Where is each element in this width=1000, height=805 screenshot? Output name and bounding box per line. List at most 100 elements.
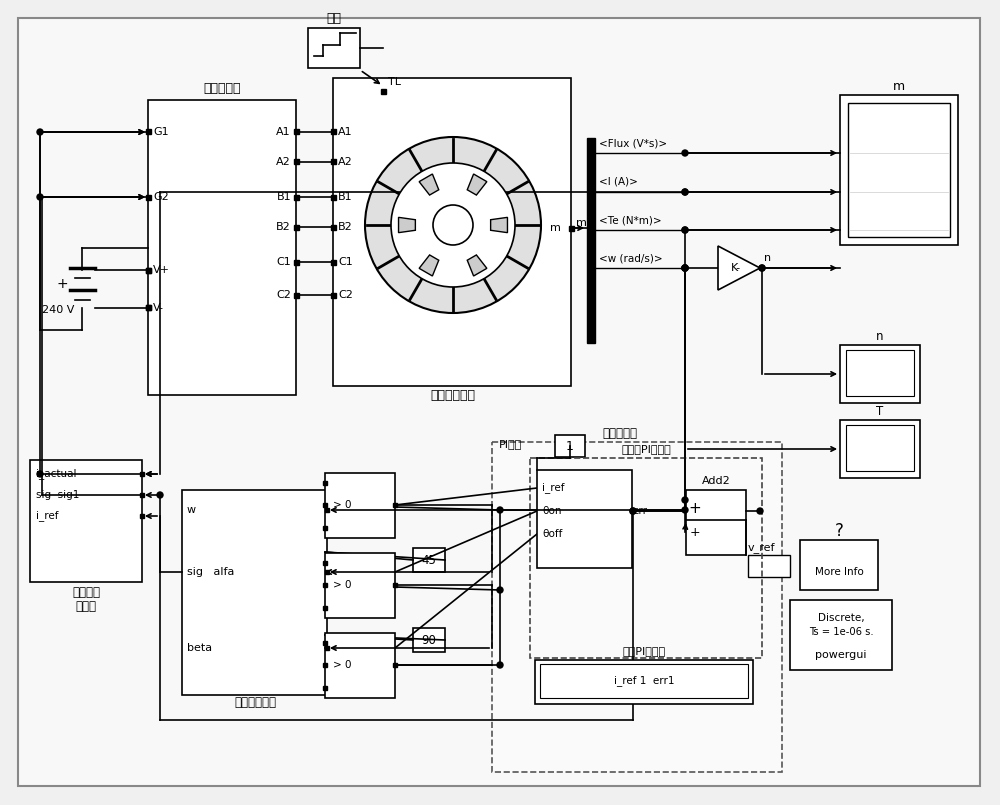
Circle shape <box>757 508 763 514</box>
Text: T: T <box>876 404 884 418</box>
Bar <box>413 628 445 652</box>
Text: 负载: 负载 <box>326 11 342 24</box>
Text: C1: C1 <box>276 257 291 267</box>
Bar <box>294 292 298 298</box>
Bar <box>148 100 296 395</box>
Circle shape <box>759 265 765 271</box>
Polygon shape <box>399 217 415 233</box>
Bar <box>848 103 950 237</box>
Bar <box>323 641 327 645</box>
Bar <box>537 470 632 568</box>
Circle shape <box>391 163 515 287</box>
Text: 45: 45 <box>422 554 436 567</box>
Bar <box>294 259 298 265</box>
Bar <box>146 267 150 273</box>
Bar <box>330 195 336 200</box>
Text: n: n <box>876 329 884 342</box>
Bar <box>325 553 395 618</box>
Text: C1: C1 <box>338 257 353 267</box>
Circle shape <box>365 137 541 313</box>
Bar <box>146 306 150 311</box>
Circle shape <box>682 189 688 195</box>
Text: Ts = 1e-06 s.: Ts = 1e-06 s. <box>809 627 873 637</box>
Bar <box>182 490 327 695</box>
Text: sig   alfa: sig alfa <box>187 567 234 577</box>
Bar <box>323 606 327 610</box>
Polygon shape <box>467 255 487 276</box>
Text: n: n <box>764 253 771 263</box>
Bar <box>294 130 298 134</box>
Text: 变角度PI控制器: 变角度PI控制器 <box>621 444 671 454</box>
Circle shape <box>497 662 503 668</box>
Bar <box>840 345 920 403</box>
Circle shape <box>630 508 636 514</box>
Bar <box>308 28 360 68</box>
Text: V+: V+ <box>153 265 170 275</box>
Text: > 0: > 0 <box>333 500 352 510</box>
Bar <box>530 458 762 658</box>
Bar <box>535 660 753 704</box>
Bar <box>800 540 878 590</box>
Bar <box>492 442 782 772</box>
Bar <box>294 159 298 164</box>
Polygon shape <box>718 246 760 290</box>
Bar <box>393 503 397 507</box>
Text: C2: C2 <box>338 290 353 300</box>
Bar <box>840 95 958 245</box>
Text: 90: 90 <box>422 634 436 646</box>
Text: More Info: More Info <box>815 567 863 577</box>
Bar <box>146 306 150 311</box>
Bar <box>325 570 329 574</box>
Bar <box>330 130 336 134</box>
Text: A1: A1 <box>338 127 353 137</box>
Text: i_ref: i_ref <box>542 482 564 493</box>
Bar <box>330 159 336 164</box>
Circle shape <box>157 492 163 498</box>
Text: G2: G2 <box>153 192 169 202</box>
Text: <Te (N*m)>: <Te (N*m)> <box>599 215 662 225</box>
Bar <box>323 686 327 690</box>
Circle shape <box>682 189 688 195</box>
Text: m: m <box>576 218 587 228</box>
Circle shape <box>682 497 688 503</box>
Bar <box>393 663 397 667</box>
Text: <w (rad/s)>: <w (rad/s)> <box>599 253 663 263</box>
Bar <box>146 195 150 200</box>
Bar <box>686 490 746 555</box>
Bar <box>330 292 336 298</box>
Bar <box>393 583 397 587</box>
Bar <box>30 460 142 582</box>
Text: powergui: powergui <box>815 650 867 660</box>
Circle shape <box>682 265 688 271</box>
Text: v_ref: v_ref <box>748 543 776 554</box>
Circle shape <box>37 129 43 135</box>
Bar <box>380 89 386 94</box>
Text: beta: beta <box>187 643 212 653</box>
Text: +: + <box>690 526 700 539</box>
Bar <box>840 420 920 478</box>
Bar <box>587 138 595 343</box>
Text: ?: ? <box>835 522 843 540</box>
Circle shape <box>37 471 43 477</box>
Bar <box>146 267 150 273</box>
Polygon shape <box>419 174 439 195</box>
Circle shape <box>759 265 765 271</box>
Text: +: + <box>56 277 68 291</box>
Text: A2: A2 <box>276 157 291 167</box>
Text: > 0: > 0 <box>333 580 352 590</box>
Bar <box>140 472 144 476</box>
Circle shape <box>497 507 503 513</box>
Bar <box>294 195 298 200</box>
Text: B1: B1 <box>276 192 291 202</box>
Text: K-: K- <box>731 263 741 273</box>
Text: <I (A)>: <I (A)> <box>599 177 638 187</box>
Text: w: w <box>187 505 196 515</box>
Bar <box>323 583 327 587</box>
Bar <box>540 664 748 698</box>
Bar <box>846 425 914 471</box>
Text: 传统PI控制器: 传统PI控制器 <box>622 646 666 656</box>
Circle shape <box>682 227 688 233</box>
Bar <box>325 646 329 650</box>
Text: 位置检测单元: 位置检测单元 <box>234 696 276 708</box>
Text: 开关磁阻电机: 开关磁阻电机 <box>430 389 476 402</box>
